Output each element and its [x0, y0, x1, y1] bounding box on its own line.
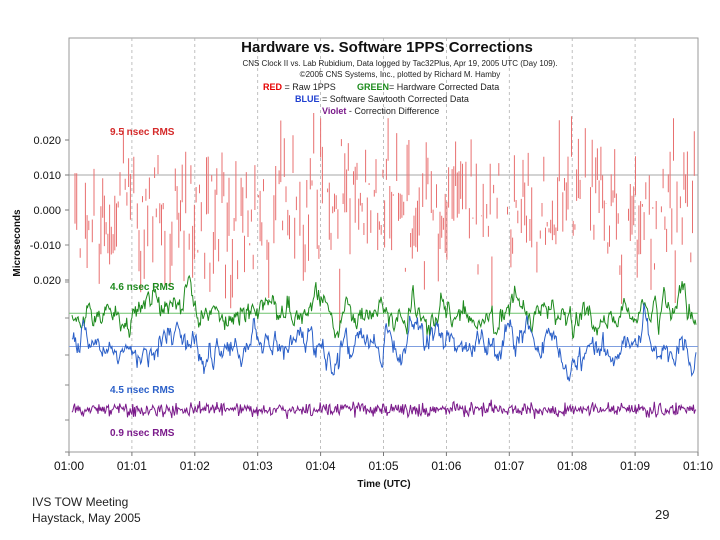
- legend-key: BLUE: [295, 94, 320, 104]
- legend-text: - Correction Difference: [346, 106, 439, 116]
- y-tick-label: 0.020: [33, 275, 61, 287]
- y-tick-label: -0.010: [30, 240, 61, 252]
- series-correction-difference: [71, 399, 697, 419]
- footer-location-date: Haystack, May 2005: [32, 511, 141, 525]
- x-axis-label: Time (UTC): [357, 479, 410, 490]
- x-tick-label: 01:01: [117, 459, 147, 473]
- x-tick-label: 01:08: [557, 459, 587, 473]
- rms-label: 4.6 nsec RMS: [110, 282, 175, 293]
- series-hardware-corrected: [71, 274, 697, 340]
- chart-subtitle-line: ©2005 CNS Systems, Inc., plotted by Rich…: [300, 70, 501, 79]
- x-tick-label: 01:07: [494, 459, 524, 473]
- y-tick-label: 0.000: [33, 205, 61, 217]
- x-tick-label: 01:04: [306, 459, 336, 473]
- x-tick-label: 01:00: [54, 459, 84, 473]
- chart-title: Hardware vs. Software 1PPS Corrections: [241, 39, 533, 56]
- legend-entry: GREEN= Hardware Corrected Data: [357, 82, 499, 92]
- legend-text: = Raw 1PPS: [282, 82, 336, 92]
- legend-text: = Hardware Corrected Data: [389, 82, 499, 92]
- footer-event: IVS TOW Meeting: [32, 495, 129, 509]
- x-tick-label: 01:03: [243, 459, 273, 473]
- legend-key: GREEN: [357, 82, 389, 92]
- x-tick-label: 01:09: [620, 459, 650, 473]
- series-software-corrected: [71, 303, 697, 382]
- y-axis-label: Microseconds: [12, 209, 23, 277]
- legend-key: Violet: [322, 106, 346, 116]
- x-tick-label: 01:05: [368, 459, 398, 473]
- rms-label: 9.5 nsec RMS: [110, 127, 175, 138]
- legend-text: = Software Sawtooth Corrected Data: [320, 94, 469, 104]
- y-tick-label: 0.010: [33, 170, 61, 182]
- y-tick-label: 0.020: [33, 135, 61, 147]
- chart-subtitle-line: CNS Clock II vs. Lab Rubidium, Data logg…: [242, 59, 557, 68]
- rms-label: 4.5 nsec RMS: [110, 385, 175, 396]
- legend-entry: Violet - Correction Difference: [322, 106, 439, 116]
- series-raw-1pps: [74, 113, 695, 329]
- legend-entry: RED = Raw 1PPS: [263, 82, 336, 92]
- x-tick-label: 01:02: [180, 459, 210, 473]
- x-tick-label: 01:10: [683, 459, 713, 473]
- rms-label: 0.9 nsec RMS: [110, 428, 175, 439]
- legend-key: RED: [263, 82, 283, 92]
- page-number: 29: [655, 507, 670, 522]
- x-tick-label: 01:06: [431, 459, 461, 473]
- legend-entry: BLUE = Software Sawtooth Corrected Data: [295, 94, 469, 104]
